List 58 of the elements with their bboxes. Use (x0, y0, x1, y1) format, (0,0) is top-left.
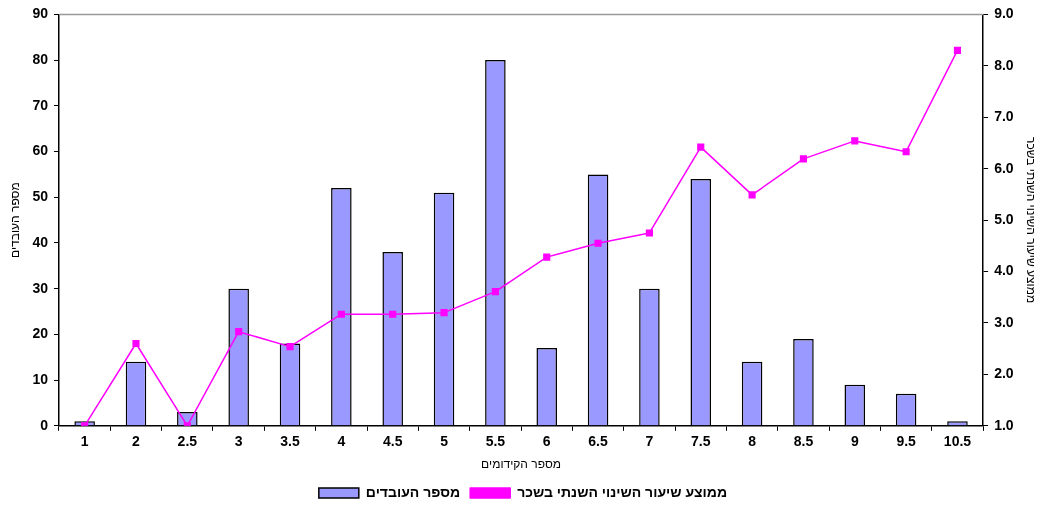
x-tick-label: 3.5 (280, 433, 300, 450)
y2-tick-label: 9.0 (994, 5, 1014, 22)
point (286, 343, 294, 351)
y-tick-label: 70 (32, 96, 49, 113)
y-tick-label: 30 (32, 279, 49, 296)
legend-label: ממוצע שיעור השינוי השנתי בשכר (517, 483, 728, 500)
y2-tick-label: 1.0 (994, 416, 1014, 433)
point (491, 288, 499, 296)
y-tick-label: 20 (32, 325, 49, 342)
y2-tick-label: 4.0 (994, 262, 1014, 279)
legend-label: מספר העובדים (365, 483, 461, 500)
y-tick-label: 90 (32, 5, 49, 22)
point (799, 155, 808, 163)
x-axis-title: מספר הקידומים (481, 457, 561, 472)
y-tick-label: 50 (32, 188, 49, 205)
point (645, 229, 653, 237)
y2-tick-label: 3.0 (994, 313, 1014, 330)
point (543, 253, 551, 261)
x-tick-label: 8 (748, 433, 757, 450)
y2-axis-title: ממוצע שיעור השינוי השנתי בשכר (1024, 137, 1039, 304)
y2-tick-label: 8.0 (994, 56, 1014, 73)
point (235, 328, 243, 336)
y-tick-label: 0 (40, 416, 49, 433)
point (337, 310, 345, 318)
point (748, 191, 756, 199)
point (953, 46, 962, 54)
point (697, 143, 705, 151)
y2-tick-label: 7.0 (994, 108, 1014, 125)
point (440, 309, 448, 317)
point (851, 137, 859, 145)
y-axis-title: מספר העובדים (7, 182, 22, 258)
x-tick-label: 10.5 (943, 433, 972, 450)
point (902, 148, 910, 156)
y2-tick-label: 6.0 (994, 159, 1014, 176)
x-tick-label: 3 (234, 433, 243, 450)
y2-tick-label: 2.0 (994, 365, 1014, 382)
x-tick-label: 1 (80, 433, 89, 450)
x-tick-label: 5 (440, 433, 449, 450)
x-tick-label: 2.5 (177, 433, 198, 450)
point (594, 239, 602, 247)
y-tick-label: 10 (32, 370, 49, 387)
x-tick-label: 2 (132, 433, 141, 450)
x-tick-label: 8.5 (793, 433, 814, 450)
x-tick-label: 9 (850, 433, 859, 450)
x-tick-label: 9.5 (896, 433, 917, 450)
x-tick-label: 6.5 (588, 433, 609, 450)
x-tick-label: 7.5 (691, 433, 711, 450)
y-tick-label: 60 (32, 142, 49, 159)
y2-tick-label: 5.0 (994, 210, 1014, 227)
x-tick-label: 5.5 (485, 433, 506, 450)
x-tick-label: 6 (542, 433, 551, 450)
y-tick-label: 80 (32, 50, 49, 67)
point (389, 310, 397, 318)
x-tick-label: 4 (337, 433, 346, 450)
x-tick-label: 7 (645, 433, 654, 450)
point (132, 339, 140, 348)
y-tick-label: 40 (32, 233, 49, 250)
x-tick-label: 4.5 (382, 433, 403, 450)
